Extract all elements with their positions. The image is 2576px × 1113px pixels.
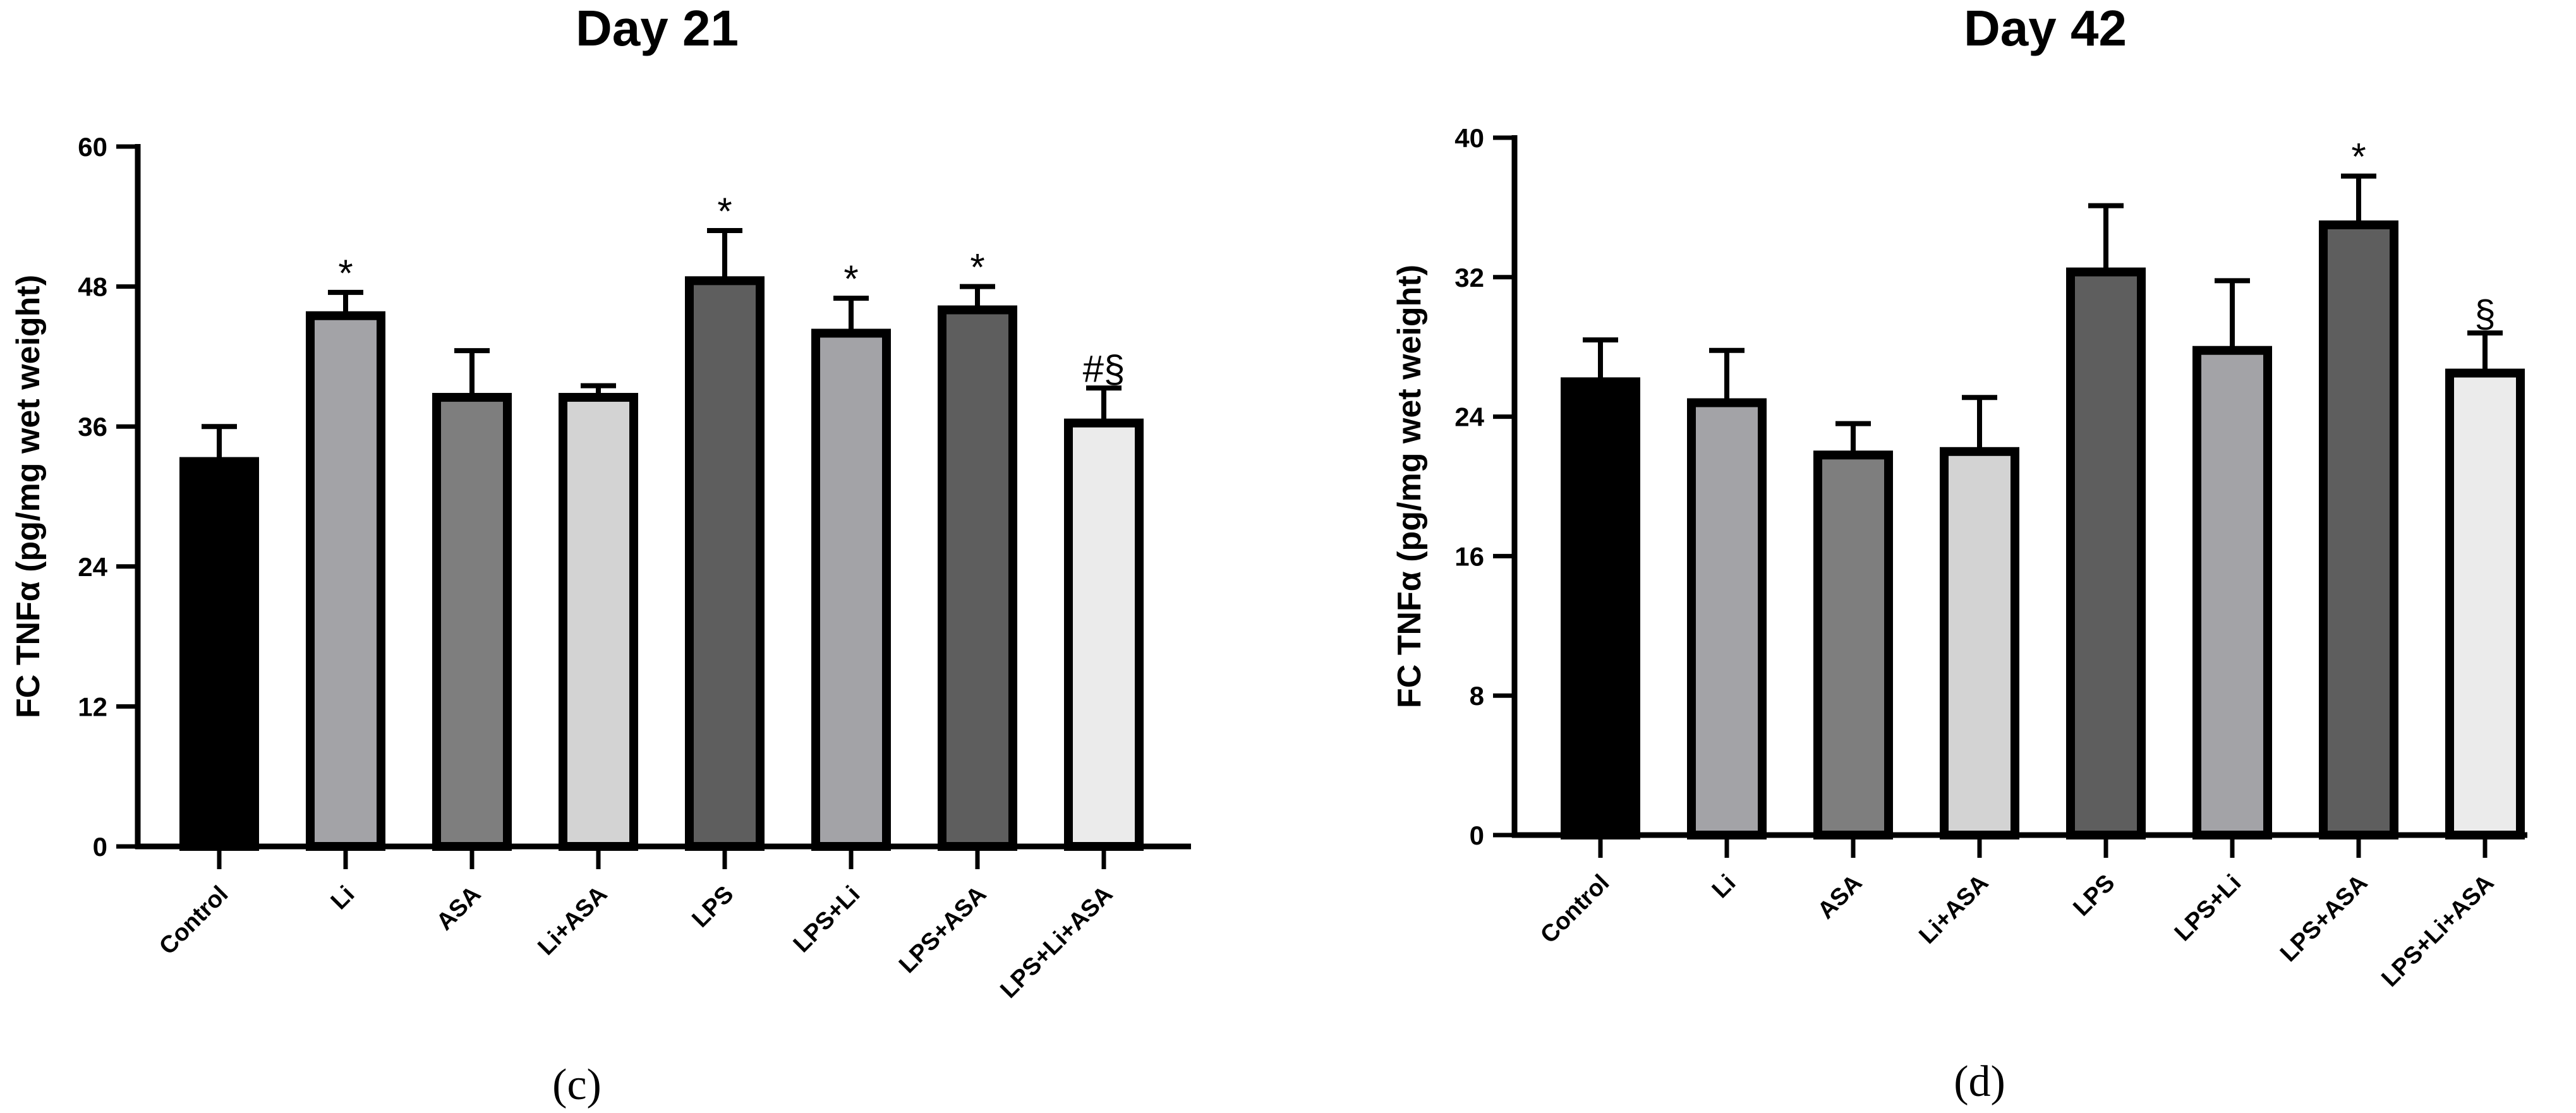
- x-tick-label: LPS+Li: [789, 881, 866, 958]
- bar-lps-asa: [938, 305, 1017, 851]
- bar-li: [306, 311, 385, 851]
- bar-control: [1561, 377, 1640, 839]
- y-tick-label: 32: [1454, 263, 1484, 292]
- significance-label: *: [717, 190, 732, 232]
- bar-asa: [1813, 450, 1893, 839]
- y-tick-label: 60: [78, 132, 107, 162]
- significance-label: #§: [1083, 347, 1125, 390]
- significance-label: §: [2474, 292, 2495, 335]
- y-tick-label: 8: [1470, 681, 1484, 711]
- significance-label: *: [970, 246, 984, 289]
- bar-li-asa: [1940, 447, 2019, 839]
- x-tick-label: Li: [326, 881, 360, 915]
- y-tick-label: 16: [1454, 541, 1484, 571]
- significance-label: *: [338, 252, 353, 294]
- bar-control: [179, 457, 259, 851]
- y-tick-label: 12: [78, 692, 107, 721]
- x-tick-label: Li+ASA: [533, 881, 612, 961]
- bar-lps: [2066, 267, 2146, 839]
- x-tick-label: Control: [154, 881, 233, 960]
- panel-label: (d): [1954, 1057, 2005, 1106]
- bar-asa: [432, 393, 512, 851]
- y-tick-label: 36: [78, 412, 107, 442]
- panel-label: (c): [552, 1061, 602, 1109]
- y-tick-label: 40: [1454, 123, 1484, 153]
- significance-label: *: [844, 258, 858, 300]
- x-tick-label: ASA: [432, 881, 486, 936]
- x-tick-label: LPS+Li+ASA: [2376, 870, 2499, 992]
- y-axis-label: FC TNFα (pg/mg wet weight): [1391, 265, 1428, 708]
- x-tick-label: Li: [1707, 870, 1741, 904]
- x-tick-label: Li+ASA: [1914, 870, 1993, 949]
- y-tick-label: 24: [1454, 402, 1484, 432]
- y-axis-label: FC TNFα (pg/mg wet weight): [10, 275, 47, 718]
- x-tick-label: LPS+ASA: [2275, 870, 2373, 967]
- bar-li: [1687, 398, 1767, 839]
- chart-2: Day 42 FC TNFα (pg/mg wet weight) Control L…: [1391, 0, 2527, 1106]
- x-tick-label: LPS+Li: [2170, 870, 2247, 947]
- y-tick-label: 24: [78, 552, 107, 582]
- x-tick-label: LPS: [2068, 870, 2120, 922]
- bar-lps-li-asa: [1064, 418, 1144, 851]
- significance-label: *: [2351, 136, 2366, 178]
- bar-lps-asa: [2319, 220, 2398, 839]
- x-tick-label: LPS+Li+ASA: [995, 881, 1118, 1004]
- x-tick-label: Control: [1535, 870, 1614, 949]
- bar-li-asa: [559, 393, 638, 851]
- y-tick-label: 48: [78, 272, 107, 302]
- chart-title: Day 21: [576, 0, 739, 56]
- bar-lps-li: [2192, 346, 2272, 839]
- bar-lps: [685, 276, 765, 851]
- x-tick-label: LPS+ASA: [894, 881, 991, 978]
- chart-title: Day 42: [1964, 0, 2127, 56]
- chart-1: Day 21 FC TNFα (pg/mg wet weight) Control *…: [10, 0, 1191, 1109]
- y-tick-label: 0: [1470, 821, 1484, 850]
- x-tick-label: LPS: [687, 881, 739, 933]
- bar-lps-li-asa: [2445, 368, 2525, 839]
- y-tick-label: 0: [93, 832, 107, 862]
- bar-lps-li: [811, 328, 891, 851]
- x-tick-label: ASA: [1813, 870, 1867, 924]
